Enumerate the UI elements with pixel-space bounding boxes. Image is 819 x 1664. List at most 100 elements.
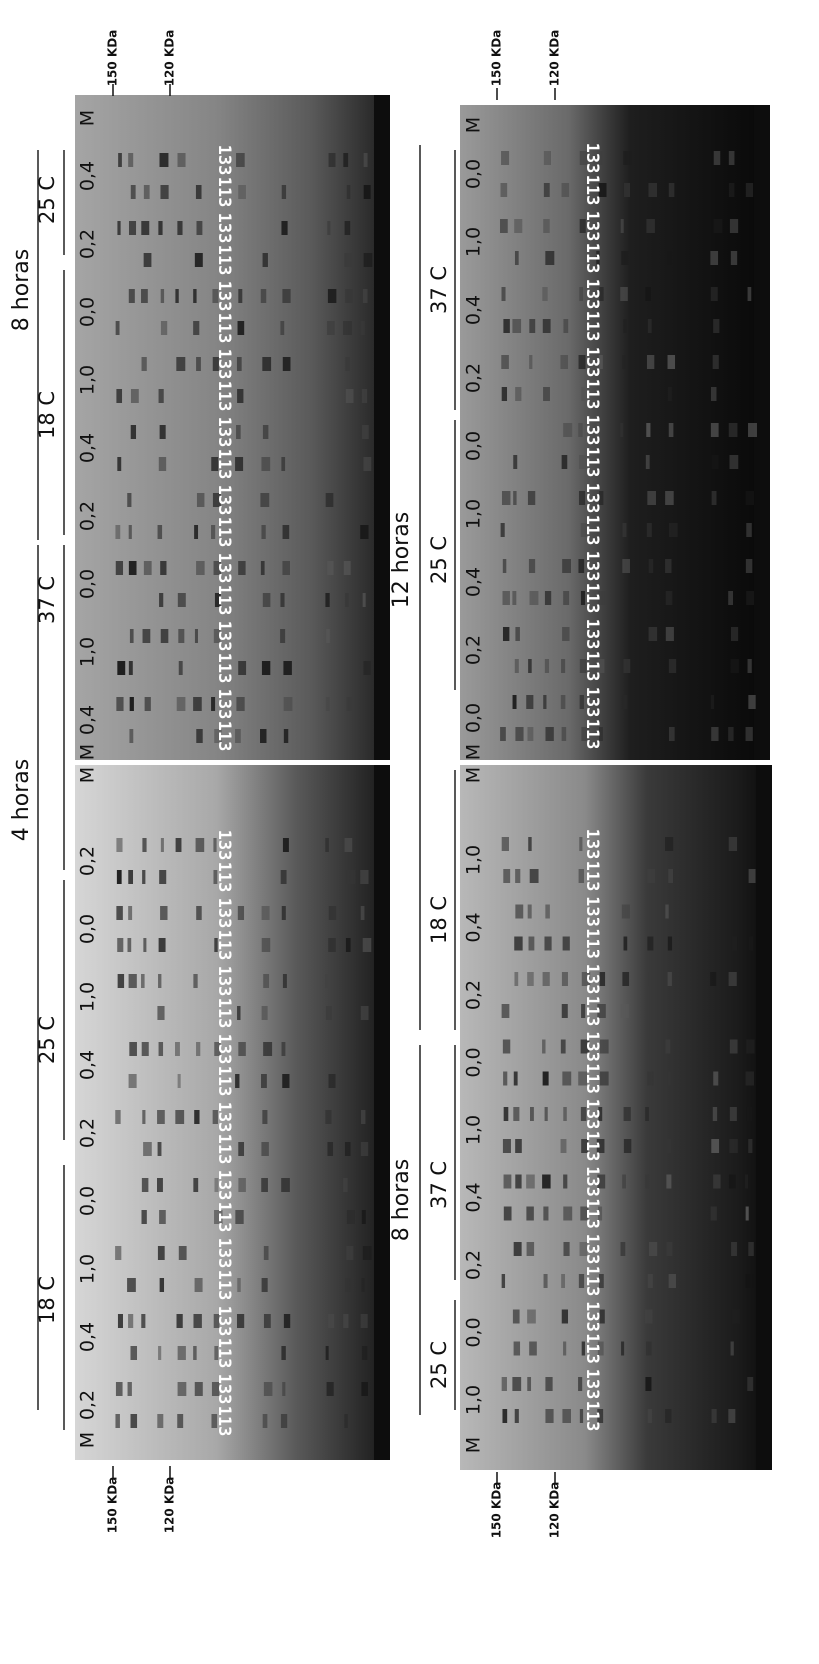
band [143, 1142, 152, 1156]
lane-label: 0,2 [77, 501, 99, 531]
band [713, 355, 719, 369]
band [544, 183, 550, 197]
band [665, 1040, 670, 1054]
band [714, 151, 721, 165]
band [196, 1042, 200, 1056]
sample-label: 113 [582, 311, 602, 342]
band [563, 319, 568, 333]
band [363, 938, 372, 952]
sample-label: 113 [582, 861, 602, 892]
band [747, 1377, 753, 1391]
band [711, 695, 714, 709]
band [649, 627, 658, 641]
band [178, 1074, 181, 1088]
band [713, 1175, 720, 1189]
band [728, 727, 733, 741]
band [261, 1178, 268, 1192]
sample-label: 133 [582, 279, 602, 310]
band [529, 1342, 537, 1356]
band [622, 559, 630, 573]
sample-label: 113 [214, 1202, 234, 1233]
lane-label: 0,0 [463, 703, 485, 733]
lane-label: M [463, 1437, 485, 1453]
band [127, 493, 131, 507]
band [513, 455, 517, 469]
band [749, 937, 753, 951]
group-label: 25 C [427, 1341, 451, 1389]
gel-edge [374, 765, 390, 1460]
band [326, 493, 334, 507]
band [161, 838, 164, 852]
band [669, 523, 678, 537]
band [666, 591, 673, 605]
band [193, 321, 199, 335]
band [129, 525, 132, 539]
band [515, 627, 520, 641]
band [514, 972, 518, 986]
sample-label: 113 [582, 243, 602, 274]
sample-label: 133 [582, 1369, 602, 1400]
sample-label: 113 [214, 449, 234, 480]
band [542, 1175, 550, 1189]
sample-label: 133 [214, 417, 234, 448]
lane-label: 0,4 [463, 912, 485, 942]
lane-label: 0,4 [77, 1322, 99, 1352]
band [142, 1042, 149, 1056]
band [728, 591, 733, 605]
band [283, 661, 291, 675]
band [263, 593, 271, 607]
band [503, 869, 510, 883]
band [503, 627, 509, 641]
band [529, 937, 535, 951]
sample-label: 133 [582, 687, 602, 718]
band [732, 1310, 740, 1324]
gel [460, 105, 770, 760]
band [729, 423, 738, 437]
band [669, 659, 676, 673]
sample-label: 113 [582, 928, 602, 959]
sample-label: 113 [582, 515, 602, 546]
band [347, 870, 355, 884]
band [364, 153, 368, 167]
sample-label: 133 [214, 898, 234, 929]
band [362, 425, 369, 439]
marker-label: 150 KDa [490, 1482, 504, 1539]
band [712, 1409, 717, 1423]
band [129, 661, 133, 675]
band [115, 525, 120, 539]
band [530, 1107, 534, 1121]
band [129, 974, 137, 988]
sample-label: 113 [582, 719, 602, 750]
band [648, 183, 657, 197]
band [623, 319, 626, 333]
gel-edge [756, 765, 772, 1470]
band [193, 974, 197, 988]
band [526, 695, 533, 709]
band [325, 593, 329, 607]
lane-label: 0,4 [463, 295, 485, 325]
group-label: 25 C [427, 536, 451, 584]
band [161, 289, 164, 303]
band [261, 1074, 267, 1088]
band [527, 972, 534, 986]
band [262, 357, 271, 371]
band [731, 659, 739, 673]
band [623, 523, 627, 537]
band [117, 870, 122, 884]
band [178, 593, 186, 607]
band [503, 1139, 511, 1153]
band [562, 1004, 568, 1018]
band [503, 319, 509, 333]
lane-label: M [77, 1432, 99, 1448]
page: M0,20,41,00,00,20,41,00,00,2M11313311313… [0, 0, 819, 1664]
band [177, 1314, 183, 1328]
band [326, 697, 330, 711]
band [116, 906, 122, 920]
gel-figure: M0,20,41,00,00,20,41,00,00,2M11313311313… [0, 0, 819, 1664]
lane-label: 0,0 [77, 1186, 99, 1216]
band [667, 251, 671, 265]
sample-label: 113 [214, 177, 234, 208]
band [746, 183, 753, 197]
band [144, 185, 150, 199]
band [141, 1210, 146, 1224]
